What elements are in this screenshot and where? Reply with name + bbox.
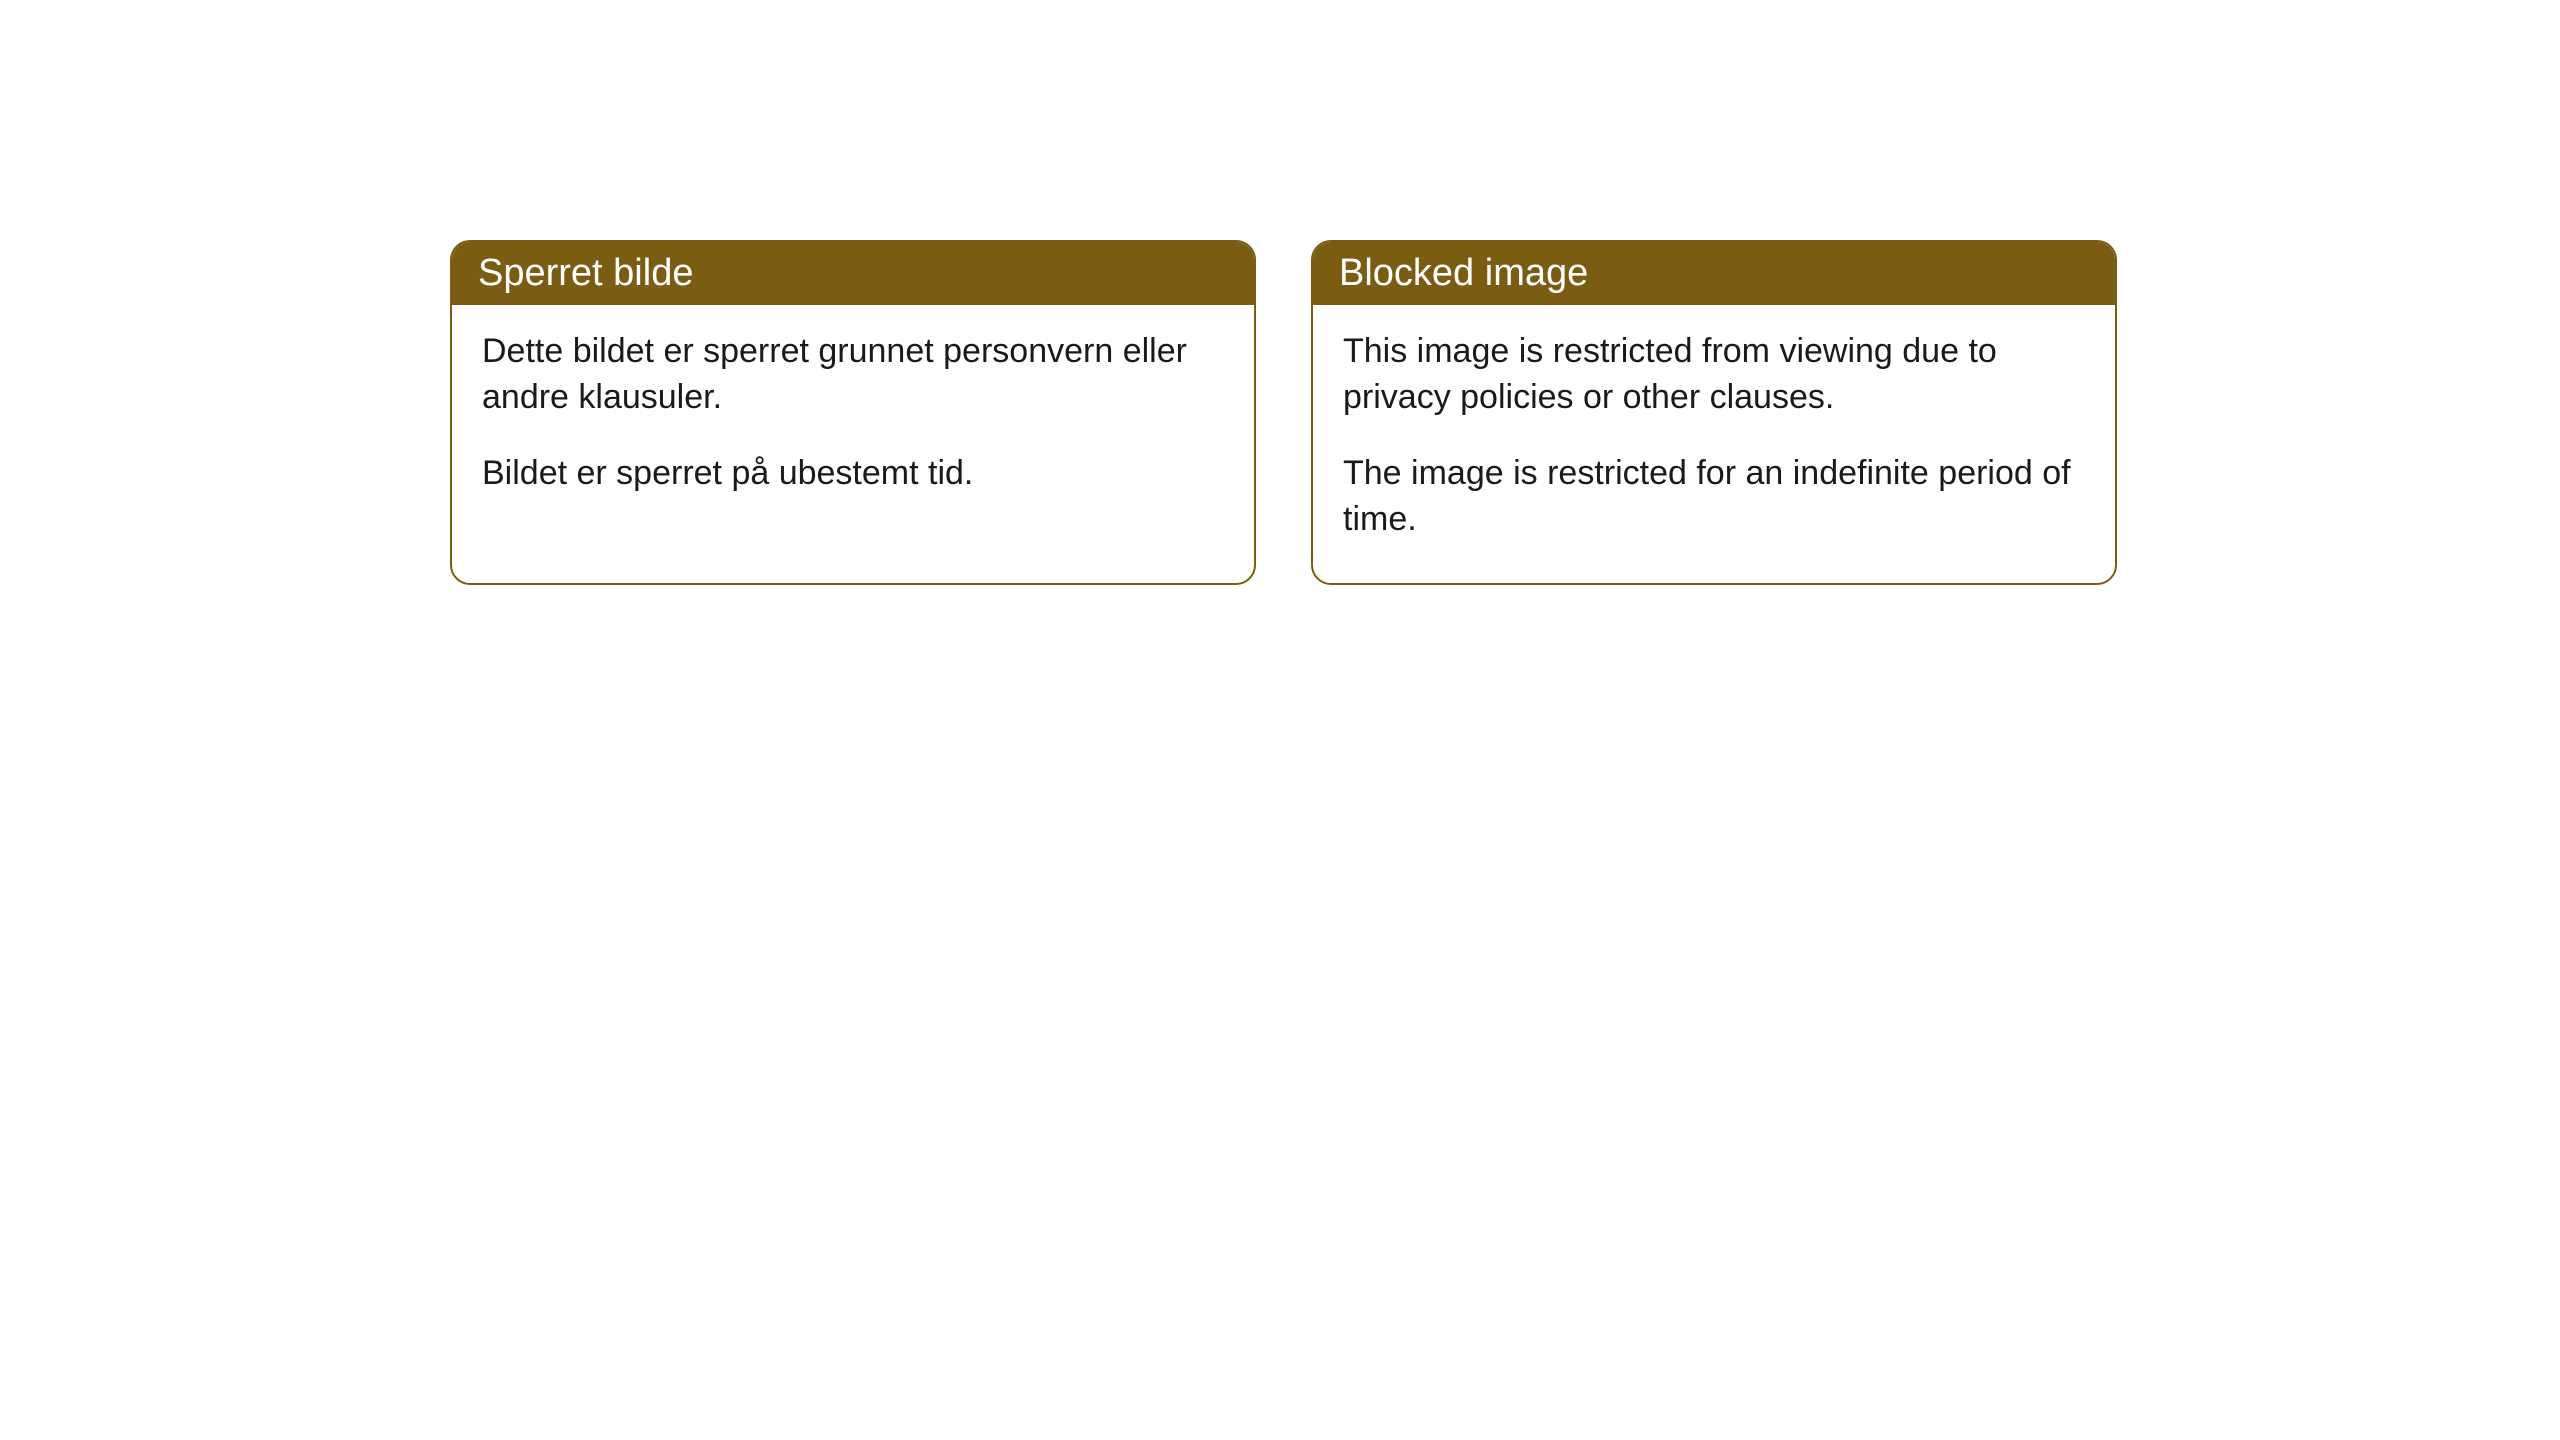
card-body-english: This image is restricted from viewing du…	[1313, 305, 2115, 583]
notice-text: This image is restricted from viewing du…	[1343, 329, 2085, 421]
card-header-norwegian: Sperret bilde	[452, 242, 1254, 305]
blocked-image-card-english: Blocked image This image is restricted f…	[1311, 240, 2117, 585]
notice-text: The image is restricted for an indefinit…	[1343, 451, 2085, 543]
card-title: Blocked image	[1339, 252, 1588, 294]
blocked-image-card-norwegian: Sperret bilde Dette bildet er sperret gr…	[450, 240, 1256, 585]
notice-text: Dette bildet er sperret grunnet personve…	[482, 329, 1224, 421]
card-body-norwegian: Dette bildet er sperret grunnet personve…	[452, 305, 1254, 537]
card-header-english: Blocked image	[1313, 242, 2115, 305]
notice-text: Bildet er sperret på ubestemt tid.	[482, 451, 1224, 497]
notice-container: Sperret bilde Dette bildet er sperret gr…	[0, 0, 2560, 585]
card-title: Sperret bilde	[478, 252, 693, 294]
